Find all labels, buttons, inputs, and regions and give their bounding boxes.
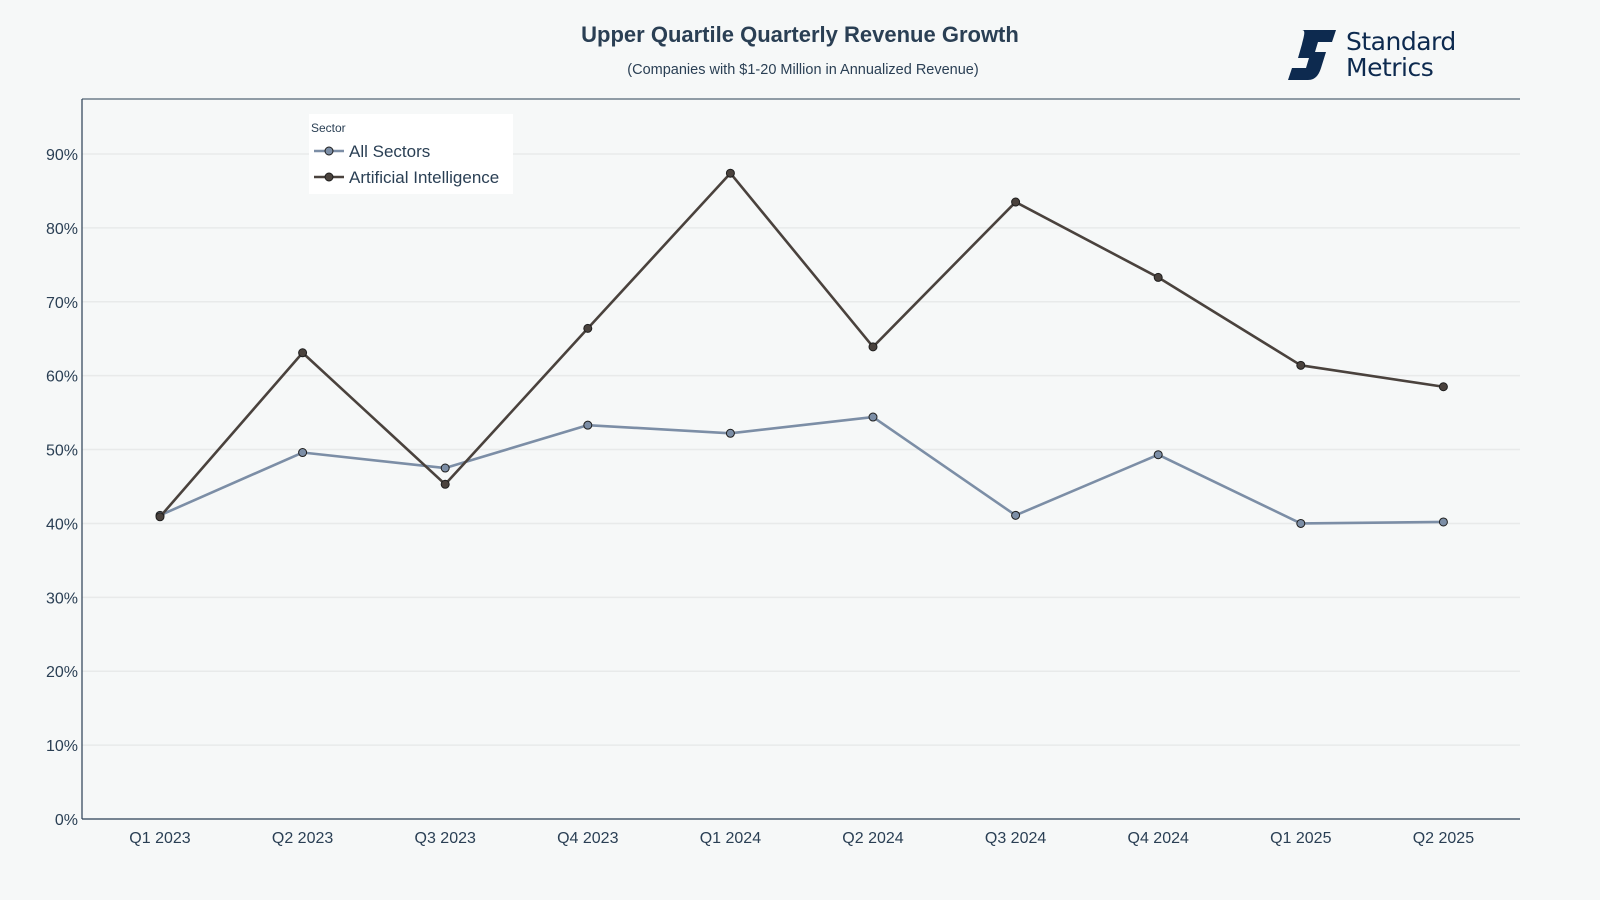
- chart-title: Upper Quartile Quarterly Revenue Growth: [581, 22, 1019, 47]
- x-tick-label: Q2 2024: [842, 830, 903, 847]
- data-point[interactable]: [725, 168, 735, 178]
- series-all-sectors: [155, 412, 1448, 528]
- data-point[interactable]: [583, 420, 593, 430]
- x-tick-label: Q1 2023: [129, 830, 190, 847]
- data-point[interactable]: [1011, 197, 1021, 207]
- y-tick-label: 70%: [46, 295, 78, 312]
- y-tick-label: 50%: [46, 443, 78, 460]
- y-tick-label: 0%: [55, 812, 78, 829]
- data-point[interactable]: [298, 348, 308, 358]
- data-point[interactable]: [1153, 272, 1163, 282]
- legend-swatch-marker: [324, 172, 334, 182]
- logo-text-line1: Standard: [1346, 27, 1456, 56]
- data-point[interactable]: [155, 512, 165, 522]
- data-point[interactable]: [1153, 450, 1163, 460]
- series-line: [159, 415, 1444, 525]
- data-point[interactable]: [1438, 517, 1448, 527]
- data-point[interactable]: [440, 479, 450, 489]
- data-point[interactable]: [868, 412, 878, 422]
- x-tick-label: Q1 2024: [700, 830, 761, 847]
- x-tick-label: Q2 2023: [272, 830, 333, 847]
- y-tick-label: 80%: [46, 221, 78, 238]
- data-point[interactable]: [440, 463, 450, 473]
- standard-metrics-logo-icon: [1288, 30, 1336, 80]
- series-line: [159, 171, 1444, 518]
- data-point[interactable]: [725, 428, 735, 438]
- y-tick-label: 90%: [46, 147, 78, 164]
- series-group: [155, 168, 1448, 528]
- legend-swatch-marker: [324, 146, 334, 156]
- x-tick-label: Q3 2024: [985, 830, 1046, 847]
- data-point[interactable]: [1011, 510, 1021, 520]
- data-point[interactable]: [298, 448, 308, 458]
- y-tick-label: 40%: [46, 516, 78, 533]
- legend-item[interactable]: Artificial Intelligence: [314, 168, 499, 187]
- logo-text-line2: Metrics: [1346, 53, 1434, 82]
- legend-item[interactable]: All Sectors: [314, 142, 430, 161]
- data-point[interactable]: [1296, 360, 1306, 370]
- legend: Sector All Sectors Artificial Intelligenc…: [309, 114, 513, 194]
- x-tick-label: Q2 2025: [1413, 830, 1474, 847]
- legend-label: All Sectors: [349, 142, 430, 161]
- y-tick-label: 10%: [46, 738, 78, 755]
- legend-label: Artificial Intelligence: [349, 168, 499, 187]
- x-tick-label: Q1 2025: [1270, 830, 1331, 847]
- x-tick-label: Q4 2023: [557, 830, 618, 847]
- logo: Standard Metrics: [1288, 28, 1456, 82]
- x-tick-label: Q3 2023: [415, 830, 476, 847]
- data-point[interactable]: [868, 342, 878, 352]
- legend-background: [309, 114, 513, 194]
- data-point[interactable]: [1438, 382, 1448, 392]
- x-axis-ticks: Q1 2023 Q2 2023 Q3 2023 Q4 2023 Q1 2024 Q2 20…: [129, 830, 1474, 847]
- gridlines: [82, 153, 1520, 746]
- x-tick-label: Q4 2024: [1128, 830, 1189, 847]
- data-point[interactable]: [1296, 518, 1306, 528]
- axes: [81, 98, 1520, 820]
- data-point[interactable]: [583, 323, 593, 333]
- y-axis-ticks: 0% 10% 20% 30% 40% 50% 60% 70% 80% 90%: [46, 147, 78, 829]
- y-tick-label: 20%: [46, 664, 78, 681]
- legend-title: Sector: [311, 121, 346, 135]
- y-tick-label: 30%: [46, 590, 78, 607]
- series-artificial-intelligence: [155, 168, 1448, 522]
- y-tick-label: 60%: [46, 369, 78, 386]
- chart-subtitle: (Companies with $1-20 Million in Annuali…: [627, 62, 979, 78]
